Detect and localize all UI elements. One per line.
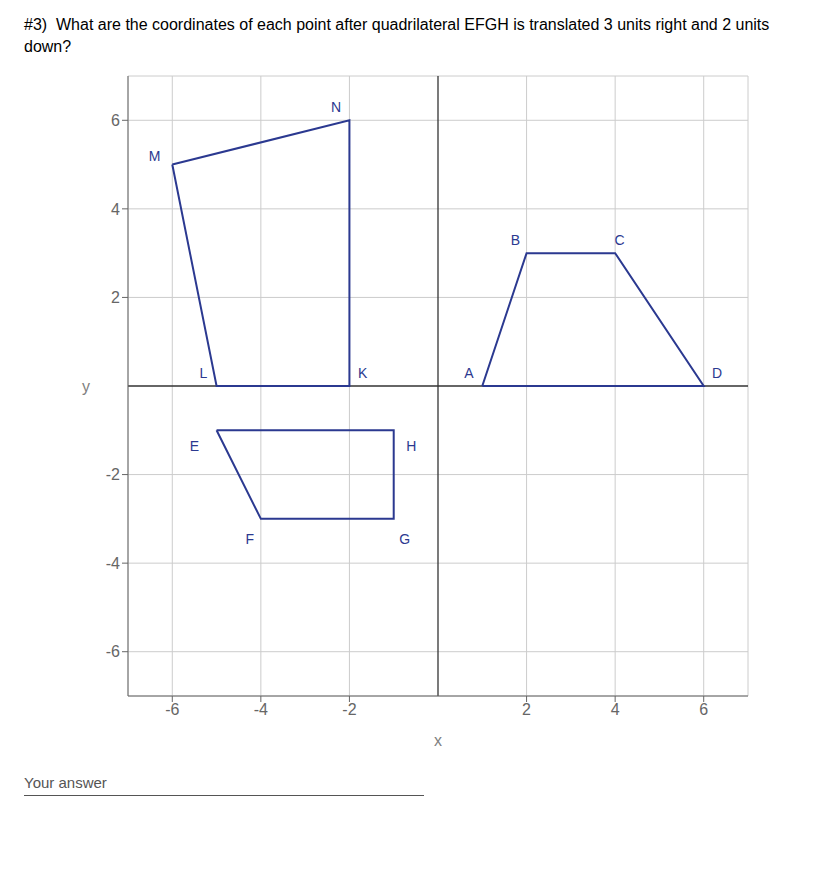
svg-text:A: A xyxy=(464,365,474,381)
svg-text:-4: -4 xyxy=(106,555,120,572)
svg-text:y: y xyxy=(82,378,90,395)
html-text:Your answer: Your answer xyxy=(24,774,107,791)
svg-text:6: 6 xyxy=(111,112,120,129)
svg-text:C: C xyxy=(615,232,625,248)
svg-text:-2: -2 xyxy=(106,466,120,483)
svg-text:-2: -2 xyxy=(342,701,356,718)
svg-text:2: 2 xyxy=(522,701,531,718)
svg-text:-4: -4 xyxy=(254,701,268,718)
svg-text:N: N xyxy=(331,99,341,115)
svg-text:B: B xyxy=(511,232,520,248)
svg-text:G: G xyxy=(399,531,410,547)
svg-text:-6: -6 xyxy=(165,701,179,718)
svg-text:D: D xyxy=(712,365,722,381)
svg-text:H: H xyxy=(406,438,416,454)
svg-text:F: F xyxy=(246,531,255,547)
svg-text:4: 4 xyxy=(611,701,620,718)
svg-text:-6: -6 xyxy=(106,643,120,660)
svg-text:x: x xyxy=(434,732,442,749)
svg-text:L: L xyxy=(199,365,207,381)
svg-text:6: 6 xyxy=(699,701,708,718)
svg-text:2: 2 xyxy=(111,289,120,306)
svg-text:K: K xyxy=(358,365,368,381)
html-text:#3) What are the coordinates o: #3) What are the coordinates of each poi… xyxy=(24,16,774,55)
svg-text:M: M xyxy=(149,148,161,164)
svg-text:E: E xyxy=(190,438,199,454)
svg-text:4: 4 xyxy=(111,201,120,218)
